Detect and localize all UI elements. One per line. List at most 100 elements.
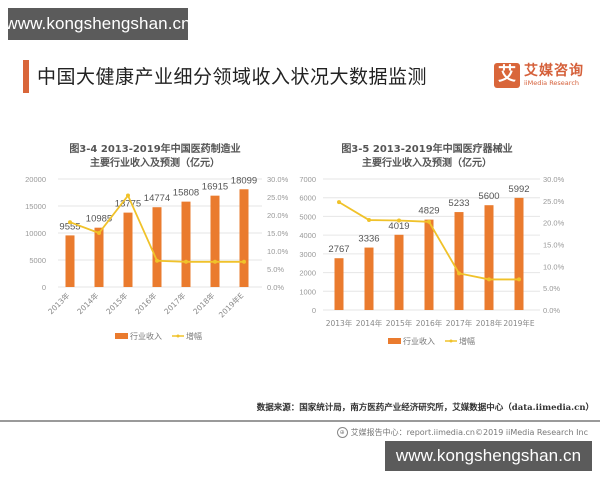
y-axis-tick-label: 7000 [299, 175, 316, 184]
legend-line-label: 增幅 [459, 336, 475, 346]
y2-axis-tick-label: 25.0% [267, 193, 289, 202]
y2-axis-tick-label: 30.0% [543, 175, 565, 184]
x-axis-tick-label: 2013年 [326, 318, 353, 328]
y2-axis-tick-label: 25.0% [543, 197, 565, 206]
growth-marker [397, 218, 401, 223]
page-title: 中国大健康产业细分领域收入状况大数据监测 [37, 66, 428, 88]
y2-axis-tick-label: 15.0% [267, 229, 289, 238]
bar-value-label: 9555 [59, 221, 80, 232]
bar-value-label: 18099 [231, 175, 257, 186]
report-credit-text: 艾媒报告中心：report.iimedia.cn©2019 iiMedia Re… [350, 428, 588, 437]
chart-title: 图3-5 2013-2019年中国医疗器械业 [341, 142, 512, 155]
bar [364, 247, 374, 310]
y2-axis-tick-label: 30.0% [267, 175, 289, 184]
y-axis-tick-label: 10000 [25, 229, 46, 238]
y-axis-tick-label: 2000 [299, 269, 316, 278]
growth-marker [97, 231, 101, 235]
legend-bar-label: 行业收入 [403, 336, 435, 346]
bar [484, 205, 494, 310]
y-axis-tick-label: 1000 [299, 287, 316, 296]
y2-axis-tick-label: 10.0% [543, 262, 565, 271]
bar [65, 235, 75, 287]
bar-value-label: 5600 [478, 191, 499, 202]
iimedia-logo: 艾 艾媒咨询 iiMedia Research [494, 62, 584, 88]
legend-line-label: 增幅 [186, 331, 202, 341]
bar [424, 219, 434, 310]
bar [152, 207, 162, 287]
growth-marker [184, 259, 188, 264]
report-credit: ⊕ 艾媒报告中心：report.iimedia.cn©2019 iiMedia … [336, 427, 588, 438]
title-accent-bar [23, 60, 29, 93]
y2-axis-tick-label: 20.0% [543, 219, 565, 228]
watermark-top: www.kongshengshan.cn [5, 8, 191, 40]
y2-axis-tick-label: 0.0% [267, 283, 284, 292]
y-axis-tick-label: 5000 [299, 212, 316, 221]
bar-value-label: 14774 [144, 193, 170, 204]
bar [210, 195, 220, 287]
y-axis-tick-label: 20000 [25, 175, 46, 184]
chart-subtitle: 主要行业收入及预测（亿元） [90, 156, 220, 169]
globe-icon: ⊕ [336, 427, 348, 438]
x-axis-tick-label: 2019年E [503, 318, 535, 328]
bar-value-label: 16915 [202, 182, 228, 193]
bar-value-label: 5233 [448, 198, 469, 209]
bar-value-label: 2767 [328, 244, 349, 255]
y2-axis-tick-label: 20.0% [267, 211, 289, 220]
y-axis-tick-label: 6000 [299, 194, 316, 203]
growth-marker [68, 220, 72, 225]
bar-value-label: 5992 [508, 184, 529, 195]
growth-marker [213, 259, 217, 264]
legend-line-marker [449, 339, 453, 343]
y2-axis-tick-label: 5.0% [543, 284, 560, 293]
growth-marker [242, 259, 246, 264]
growth-marker [427, 219, 431, 224]
legend-line-marker [176, 334, 180, 338]
growth-marker [457, 271, 461, 276]
bar [454, 212, 464, 310]
x-axis-tick-label: 2019年E [216, 290, 245, 319]
legend-bar-label: 行业收入 [130, 331, 162, 341]
bar-value-label: 15808 [173, 188, 199, 199]
bar [394, 234, 404, 310]
x-axis-tick-label: 2016年 [133, 290, 159, 316]
x-axis-tick-label: 2018年 [191, 290, 217, 316]
x-axis-tick-label: 2014年 [356, 318, 383, 328]
bar [334, 258, 344, 310]
chart-subtitle: 主要行业收入及预测（亿元） [362, 156, 492, 169]
growth-marker [126, 193, 130, 198]
bar-value-label: 10985 [86, 214, 112, 225]
growth-marker [337, 200, 341, 205]
growth-marker [487, 277, 491, 282]
y2-axis-tick-label: 5.0% [267, 265, 284, 274]
y-axis-tick-label: 0 [312, 306, 316, 315]
logo-name-cn: 艾媒咨询 [524, 63, 584, 79]
y-axis-tick-label: 15000 [25, 202, 46, 211]
bar-value-label: 13775 [115, 199, 141, 210]
x-axis-tick-label: 2016年 [416, 318, 443, 328]
logo-icon: 艾 [494, 62, 520, 88]
bar-value-label: 3336 [358, 234, 379, 245]
y2-axis-tick-label: 15.0% [543, 241, 565, 250]
bar [181, 201, 191, 287]
x-axis-tick-label: 2015年 [386, 318, 413, 328]
logo-name-en: iiMedia Research [524, 79, 580, 87]
bar [123, 212, 133, 287]
bar [94, 227, 104, 287]
x-axis-tick-label: 2017年 [446, 318, 473, 328]
y-axis-tick-label: 0 [42, 283, 46, 292]
x-axis-tick-label: 2015年 [104, 290, 130, 316]
watermark-bottom: www.kongshengshan.cn [385, 441, 592, 471]
bar [514, 197, 524, 310]
y2-axis-tick-label: 10.0% [267, 247, 289, 256]
bar-value-label: 4829 [418, 206, 439, 217]
bar-value-label: 4019 [388, 221, 409, 232]
x-axis-tick-label: 2013年 [46, 290, 72, 316]
footer-divider [0, 420, 600, 422]
x-axis-tick-label: 2014年 [75, 290, 101, 316]
logo-text: 艾媒咨询 iiMedia Research [524, 63, 584, 87]
growth-marker [367, 218, 371, 223]
y-axis-tick-label: 3000 [299, 250, 316, 259]
legend-bar-swatch [388, 338, 401, 344]
growth-marker [517, 277, 521, 282]
y-axis-tick-label: 5000 [29, 256, 46, 265]
